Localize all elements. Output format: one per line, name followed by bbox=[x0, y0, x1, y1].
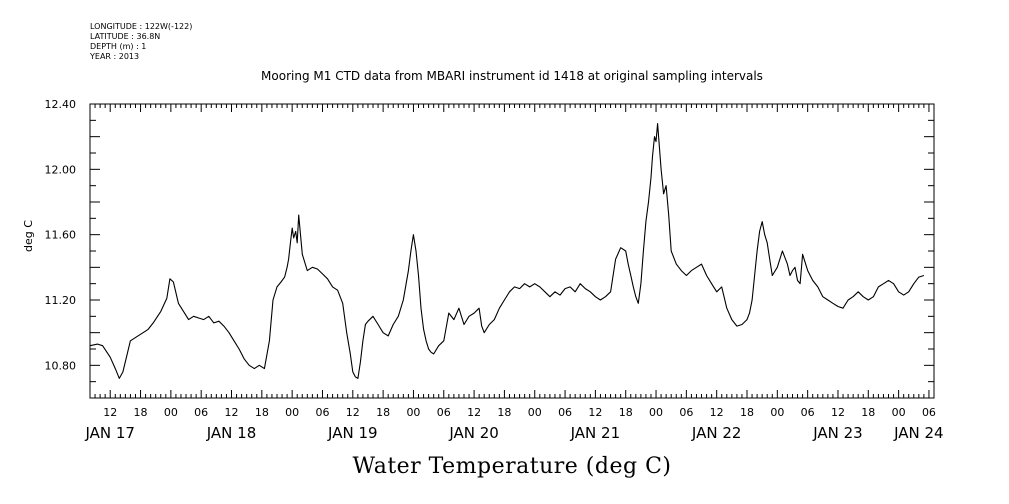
x-tick-label: 12 bbox=[831, 406, 845, 419]
x-day-label: JAN 22 bbox=[691, 424, 742, 442]
y-tick-label: 11.60 bbox=[45, 229, 77, 242]
metadata-block: LONGITUDE : 122W(-122) LATITUDE : 36.8N … bbox=[90, 22, 192, 62]
year-label: YEAR : 2013 bbox=[90, 52, 140, 61]
x-tick-label: 06 bbox=[679, 406, 693, 419]
plot-frame bbox=[89, 103, 935, 399]
x-tick-label: 18 bbox=[861, 406, 875, 419]
y-axis: 10.80 11.20 11.60 12.00 12.40 bbox=[45, 98, 934, 399]
x-day-label: JAN 20 bbox=[448, 424, 499, 442]
x-day-label: JAN 17 bbox=[84, 424, 135, 442]
x-tick-label: 00 bbox=[770, 406, 784, 419]
x-tick-label: 18 bbox=[134, 406, 148, 419]
x-tick-label: 00 bbox=[164, 406, 178, 419]
x-tick-label: 06 bbox=[194, 406, 208, 419]
x-tick-label: 00 bbox=[892, 406, 906, 419]
x-tick-label: 00 bbox=[528, 406, 542, 419]
x-day-label: JAN 23 bbox=[812, 424, 863, 442]
x-tick-label: 18 bbox=[497, 406, 511, 419]
x-tick-label: 18 bbox=[740, 406, 754, 419]
x-tick-label: 18 bbox=[255, 406, 269, 419]
latitude-label: LATITUDE : 36.8N bbox=[90, 32, 161, 41]
x-tick-label: 00 bbox=[649, 406, 663, 419]
x-axis: 12 18 00 06 12 18 00 06 12 18 00 06 12 18 00 06 12 18 00 06… bbox=[84, 104, 944, 442]
depth-label: DEPTH (m) : 1 bbox=[90, 42, 147, 51]
x-day-label: JAN 21 bbox=[570, 424, 621, 442]
x-tick-label: 06 bbox=[922, 406, 936, 419]
x-tick-label: 12 bbox=[103, 406, 117, 419]
x-tick-label: 12 bbox=[467, 406, 481, 419]
y-tick-label: 11.20 bbox=[45, 294, 77, 307]
y-tick-label: 12.00 bbox=[45, 163, 77, 176]
x-tick-label: 00 bbox=[406, 406, 420, 419]
x-tick-label: 00 bbox=[285, 406, 299, 419]
x-day-label: JAN 19 bbox=[327, 424, 378, 442]
x-tick-label: 06 bbox=[437, 406, 451, 419]
x-tick-label: 18 bbox=[619, 406, 633, 419]
x-tick-label: 12 bbox=[225, 406, 239, 419]
x-tick-label: 06 bbox=[558, 406, 572, 419]
x-day-label: JAN 24 bbox=[893, 424, 944, 442]
x-axis-title: Water Temperature (deg C) bbox=[352, 454, 672, 479]
x-day-label: JAN 18 bbox=[206, 424, 257, 442]
x-tick-label: 12 bbox=[346, 406, 360, 419]
y-tick-label: 12.40 bbox=[45, 98, 77, 111]
x-tick-label: 18 bbox=[376, 406, 390, 419]
series-line-water-temperature bbox=[89, 123, 925, 379]
y-tick-label: 10.80 bbox=[45, 359, 77, 372]
x-tick-label: 06 bbox=[801, 406, 815, 419]
x-tick-label: 12 bbox=[588, 406, 602, 419]
chart-title: Mooring M1 CTD data from MBARI instrumen… bbox=[261, 69, 763, 83]
x-tick-label: 12 bbox=[710, 406, 724, 419]
x-tick-label: 06 bbox=[315, 406, 329, 419]
longitude-label: LONGITUDE : 122W(-122) bbox=[90, 22, 193, 31]
